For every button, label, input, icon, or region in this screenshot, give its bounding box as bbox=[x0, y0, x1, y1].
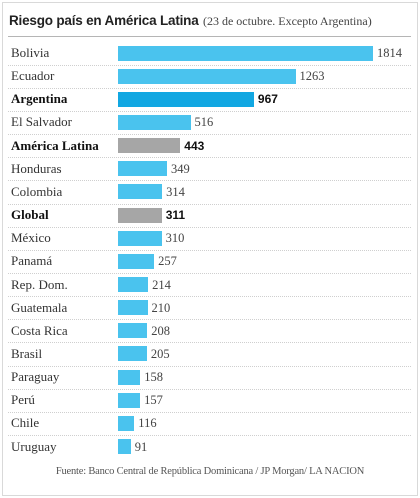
row-separator bbox=[8, 388, 411, 390]
bar bbox=[118, 207, 162, 223]
row-separator bbox=[8, 134, 411, 136]
category-label: México bbox=[11, 230, 51, 246]
chart-title: Riesgo país en América Latina (23 de oct… bbox=[9, 12, 372, 30]
category-label: Perú bbox=[11, 392, 35, 408]
row-separator bbox=[8, 249, 411, 251]
bar bbox=[118, 300, 148, 316]
category-label: Costa Rica bbox=[11, 322, 68, 338]
bar bbox=[118, 392, 141, 408]
bar bbox=[118, 161, 168, 177]
row-separator bbox=[8, 411, 411, 413]
bar bbox=[118, 114, 191, 130]
category-label: Bolivia bbox=[11, 45, 50, 60]
bar bbox=[118, 184, 163, 200]
data-label: 443 bbox=[184, 138, 205, 153]
row-separator bbox=[8, 110, 411, 112]
data-label: 257 bbox=[158, 254, 177, 269]
data-label: 210 bbox=[151, 300, 171, 315]
data-label: 314 bbox=[166, 184, 185, 199]
bar bbox=[118, 253, 155, 269]
category-label: Ecuador bbox=[11, 68, 55, 84]
row-separator bbox=[8, 180, 411, 182]
data-label: 158 bbox=[144, 370, 163, 385]
data-label: 157 bbox=[144, 393, 163, 408]
category-label: El Salvador bbox=[11, 114, 73, 130]
row-separator bbox=[8, 273, 411, 274]
bar bbox=[118, 439, 131, 455]
bar bbox=[118, 346, 147, 362]
bar bbox=[118, 230, 162, 246]
data-label: 91 bbox=[134, 439, 148, 454]
bar bbox=[118, 323, 148, 339]
category-label: Panamá bbox=[11, 253, 53, 269]
data-label: 116 bbox=[138, 416, 157, 431]
data-label: 349 bbox=[171, 161, 190, 176]
row-separator bbox=[8, 157, 411, 159]
bar bbox=[118, 369, 141, 385]
bar bbox=[118, 138, 181, 154]
bar bbox=[118, 415, 135, 431]
row-separator bbox=[8, 435, 411, 437]
data-label: 310 bbox=[165, 231, 185, 246]
data-label: 516 bbox=[194, 115, 214, 130]
category-label: Paraguay bbox=[11, 369, 60, 385]
row-separator bbox=[8, 64, 411, 66]
category-label: Argentina bbox=[11, 91, 68, 107]
category-label: Honduras bbox=[11, 160, 62, 176]
title-rule bbox=[8, 36, 411, 37]
row-separator bbox=[8, 365, 411, 367]
bar bbox=[118, 277, 149, 292]
category-label: Guatemala bbox=[11, 299, 68, 315]
bar bbox=[118, 91, 254, 107]
title-main: Riesgo país en América Latina bbox=[9, 13, 199, 28]
source-note: Fuente: Banco Central de República Domin… bbox=[55, 466, 365, 477]
category-label: Global bbox=[11, 207, 49, 223]
row-separator bbox=[8, 203, 411, 205]
data-label: 214 bbox=[152, 277, 171, 292]
category-label: Colombia bbox=[11, 183, 63, 199]
category-label: Brasil bbox=[11, 345, 43, 361]
data-label: 311 bbox=[165, 208, 186, 223]
data-label: 205 bbox=[150, 346, 170, 361]
row-separator bbox=[8, 226, 411, 228]
row-separator bbox=[8, 319, 411, 321]
data-label: 1263 bbox=[299, 69, 325, 84]
bar bbox=[118, 45, 373, 61]
data-label: 1814 bbox=[377, 46, 402, 60]
data-label: 967 bbox=[257, 92, 278, 107]
title-subtitle: (23 de octubre. Excepto Argentina) bbox=[202, 14, 372, 28]
row-separator bbox=[8, 87, 411, 89]
data-label: 208 bbox=[151, 323, 170, 338]
category-label: Rep. Dom. bbox=[11, 276, 68, 292]
category-label: Chile bbox=[11, 415, 40, 431]
category-label: Uruguay bbox=[11, 438, 57, 454]
category-label: América Latina bbox=[11, 137, 99, 153]
row-separator bbox=[8, 296, 411, 298]
row-separator bbox=[8, 342, 411, 344]
bar bbox=[118, 68, 296, 84]
